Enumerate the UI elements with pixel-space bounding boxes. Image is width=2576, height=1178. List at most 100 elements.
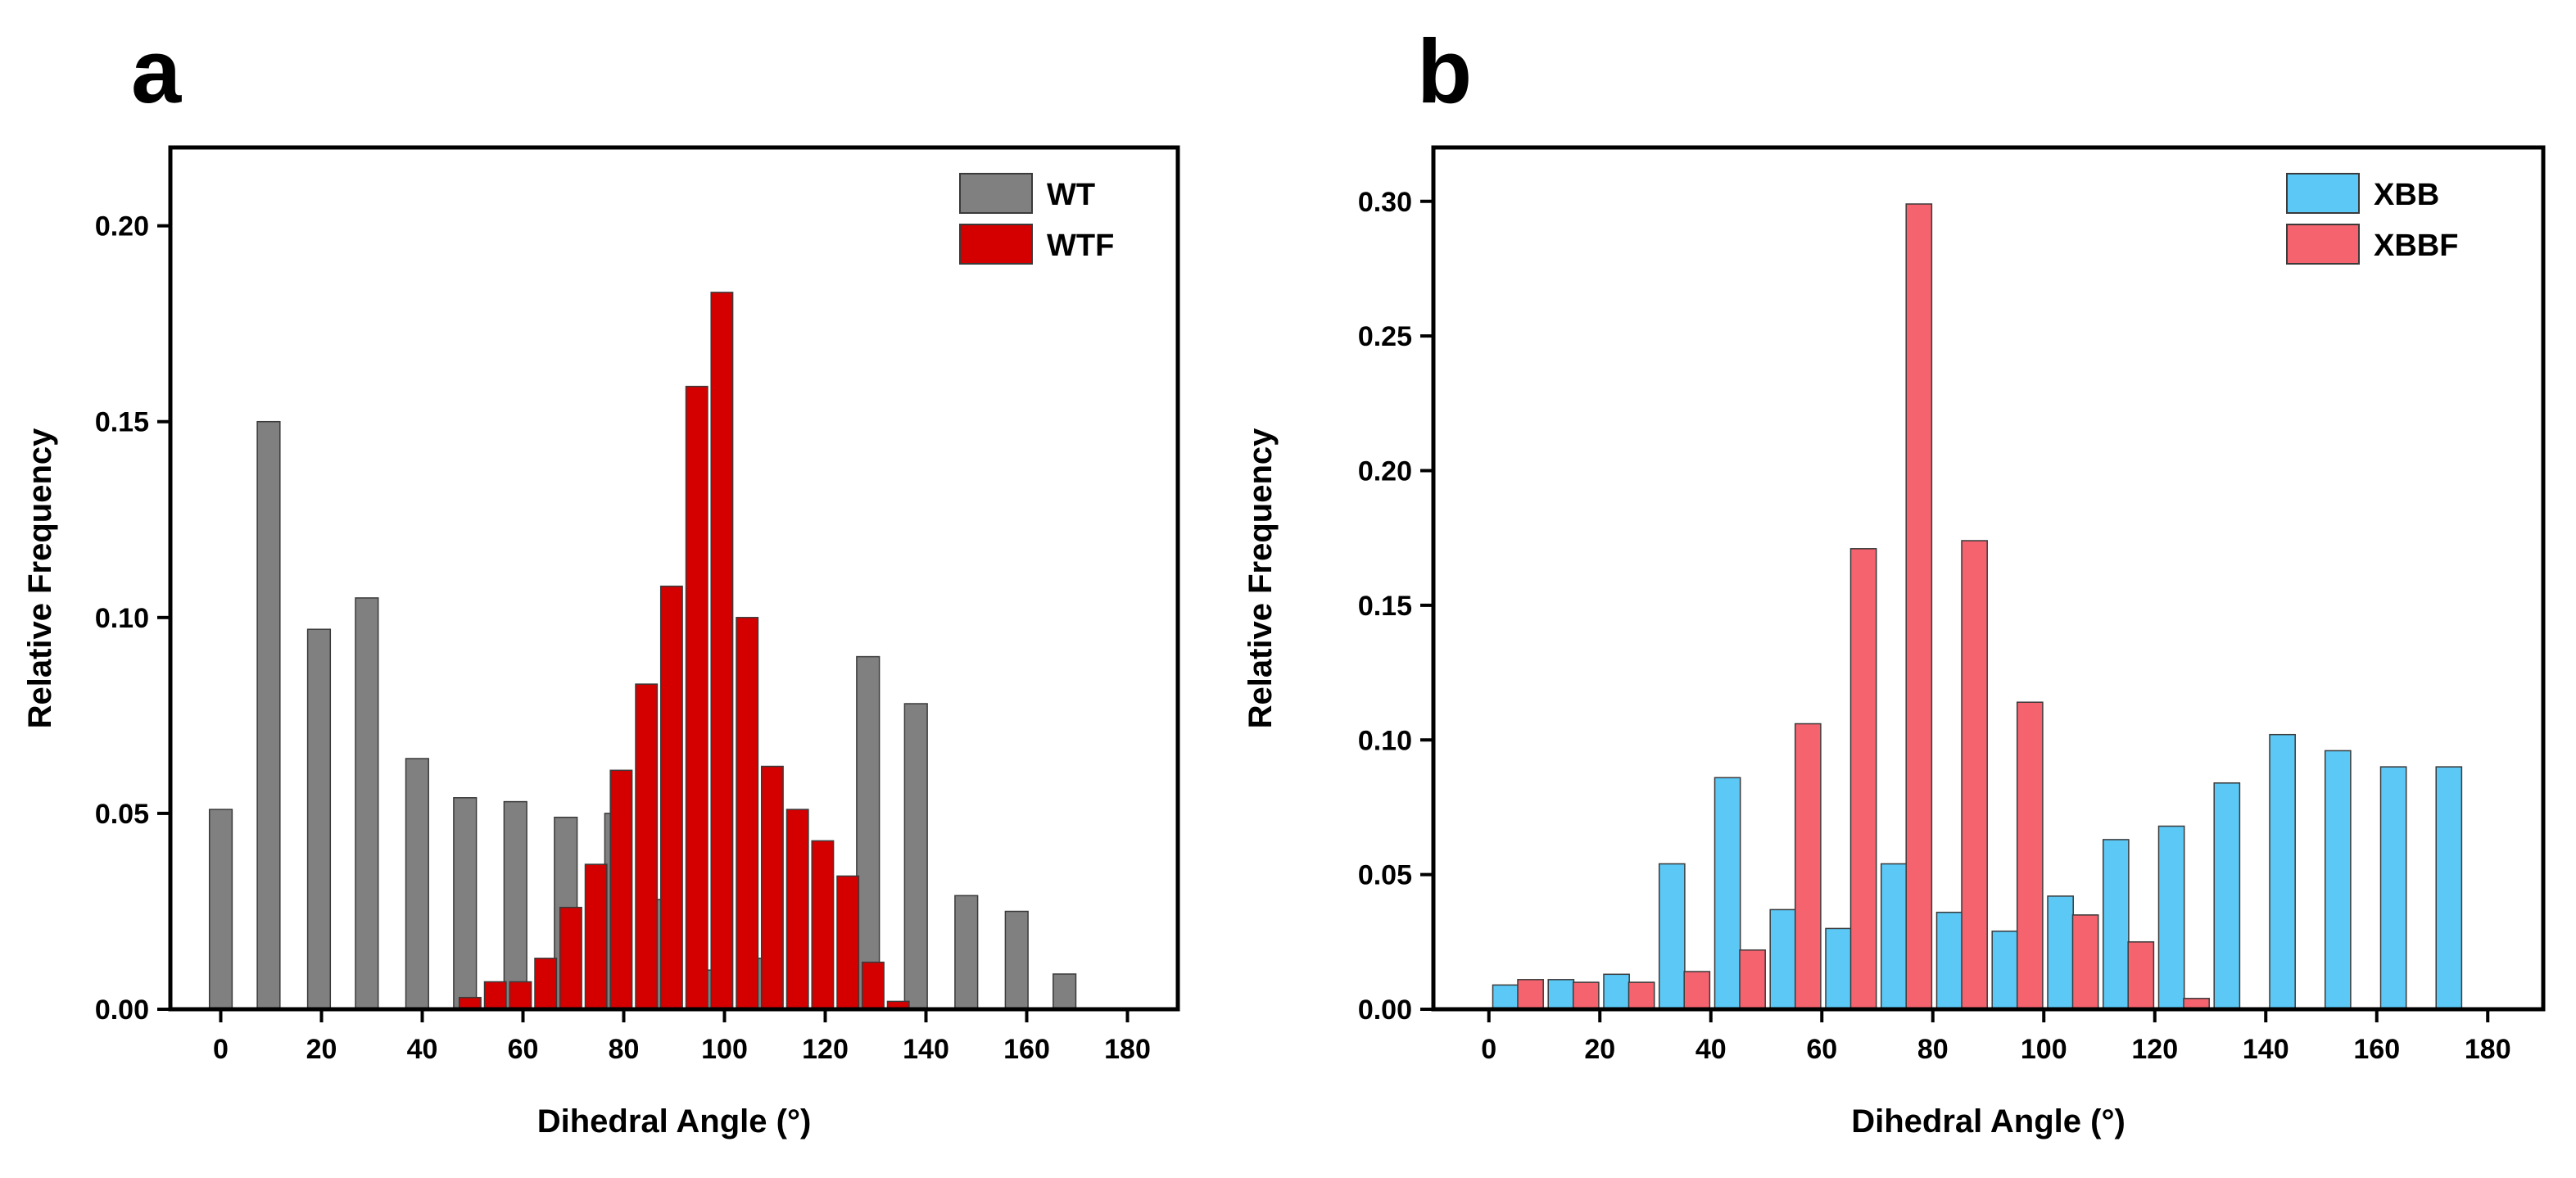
bar-a-0-13 [903,703,928,1010]
x-axis-title-a: Dihedral Angle (°) [537,1103,812,1139]
bar-b-0-14 [2269,733,2296,1010]
bar-a-1-8 [659,585,683,1010]
bar-a-0-2 [306,628,332,1010]
x-tick-label-b-0: 0 [1481,1034,1496,1065]
x-tick-label-b-2: 40 [1695,1034,1727,1065]
legend-label-a-1: WTF [1047,229,1114,263]
bar-b-1-9 [2016,701,2044,1010]
bar-a-0-4 [405,758,429,1010]
bar-a-0-5 [453,797,478,1010]
bar-b-0-16 [2379,766,2407,1010]
bar-b-0-10 [2047,895,2074,1010]
y-tick-label-a-1: 0.05 [95,799,149,830]
bar-a-1-15 [836,875,860,1010]
y-tick-label-b-6: 0.30 [1358,187,1412,218]
panel-label-a: a [131,21,182,122]
bar-a-1-9 [685,385,709,1010]
bar-b-1-10 [2071,914,2099,1010]
x-tick-label-a-9: 180 [1104,1034,1151,1065]
bar-a-1-3 [534,958,558,1010]
bar-b-0-7 [1880,863,1908,1010]
bar-b-1-5 [1794,723,1822,1010]
bar-a-0-14 [954,895,979,1010]
x-tick-label-a-6: 120 [802,1034,849,1065]
x-axis-title-b: Dihedral Angle (°) [1851,1103,2126,1139]
x-tick-label-b-6: 120 [2131,1034,2178,1065]
bar-a-1-13 [785,809,809,1010]
bar-b-0-5 [1769,908,1797,1010]
y-tick-label-b-1: 0.05 [1358,860,1412,891]
bar-a-0-1 [256,420,281,1010]
bar-b-1-6 [1849,548,1877,1010]
x-tick-label-b-3: 60 [1806,1034,1837,1065]
chart-panel-a: 0 20 40 60 80 100 120 140 160 180 0.00 0.05 0.10 0.15… [22,145,1180,1139]
bar-b-1-11 [2127,941,2155,1010]
y-tick-label-a-3: 0.15 [95,407,149,438]
bar-a-0-0 [208,809,233,1010]
x-tick-label-b-1: 20 [1584,1034,1615,1065]
panel-label-b: b [1417,21,1472,122]
bar-b-0-2 [1603,973,1630,1010]
bar-b-0-12 [2157,825,2185,1010]
x-tick-label-a-1: 20 [306,1034,337,1065]
plot-frame-b [1431,145,2546,1012]
bar-a-0-6 [503,800,527,1010]
x-tick-label-a-5: 100 [701,1034,748,1065]
bar-b-1-3 [1683,971,1711,1010]
x-tick-label-b-4: 80 [1917,1034,1949,1065]
x-tick-label-b-8: 160 [2353,1034,2400,1065]
bar-b-0-4 [1714,777,1741,1010]
bar-b-1-2 [1628,981,1655,1010]
legend-label-b-1: XBBF [2374,229,2458,263]
x-tick-label-a-2: 40 [407,1034,438,1065]
bar-b-0-13 [2213,782,2241,1010]
bar-b-0-11 [2102,839,2130,1010]
bar-a-1-16 [861,961,885,1010]
y-tick-label-b-4: 0.20 [1358,456,1412,487]
x-tick-label-a-7: 140 [903,1034,949,1065]
bar-a-1-14 [811,840,835,1010]
series-b-0 [1492,733,2463,1010]
bar-a-1-1 [483,981,507,1010]
x-tick-label-b-9: 180 [2465,1034,2511,1065]
bar-b-0-1 [1547,979,1575,1010]
y-tick-label-a-0: 0.00 [95,995,149,1026]
y-tick-label-b-2: 0.10 [1358,725,1412,756]
bar-b-0-0 [1492,984,1519,1010]
plot-frame-a [168,145,1180,1012]
bar-b-0-8 [1935,911,1963,1010]
y-axis-title-a: Relative Frequency [22,428,58,729]
bar-b-0-15 [2324,750,2352,1010]
x-tick-label-b-5: 100 [2021,1034,2067,1065]
x-tick-label-a-8: 160 [1003,1034,1050,1065]
bar-a-1-10 [710,292,734,1010]
bar-b-0-6 [1825,927,1852,1010]
bar-a-1-4 [559,906,582,1010]
legend-swatch-a-0 [959,173,1033,214]
bar-b-1-4 [1739,949,1766,1010]
legend-swatch-a-1 [959,224,1033,265]
y-tick-label-b-0: 0.00 [1358,995,1412,1026]
bar-a-0-16 [1053,973,1077,1010]
bar-a-0-3 [355,597,379,1010]
bar-a-0-15 [1004,910,1029,1010]
bar-b-1-7 [1905,203,1933,1010]
bar-a-0-12 [856,655,881,1010]
bar-b-0-17 [2435,766,2463,1010]
y-tick-label-b-5: 0.25 [1358,321,1412,352]
bar-b-1-1 [1572,981,1600,1010]
bar-a-1-2 [509,981,532,1010]
series-a-1 [458,292,910,1010]
bar-a-1-5 [584,863,608,1010]
bar-b-0-9 [1991,930,2019,1010]
y-tick-label-b-3: 0.15 [1358,591,1412,622]
bar-a-1-7 [635,683,659,1010]
chart-panel-b: 0 20 40 60 80 100 120 140 160 180 0.00 0.05 0.10 0.15… [1243,145,2546,1139]
legend-label-a-0: WT [1047,178,1095,212]
bar-b-1-0 [1517,979,1544,1010]
bar-a-1-6 [609,769,633,1010]
bar-a-1-12 [760,765,784,1010]
x-tick-label-a-3: 60 [508,1034,539,1065]
